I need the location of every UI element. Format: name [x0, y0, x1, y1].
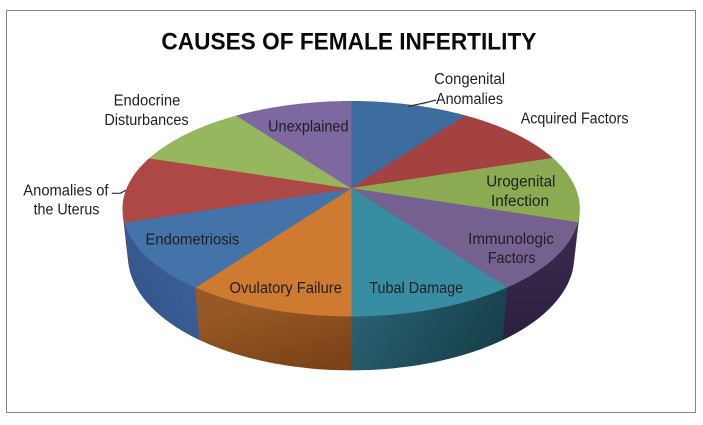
- svg-text:Congenital: Congenital: [434, 71, 505, 88]
- svg-text:Immunologic: Immunologic: [468, 231, 554, 248]
- svg-text:Acquired Factors: Acquired Factors: [521, 111, 629, 128]
- svg-text:CAUSES OF FEMALE INFERTILITY: CAUSES OF FEMALE INFERTILITY: [161, 29, 536, 56]
- svg-text:Infection: Infection: [491, 193, 549, 210]
- svg-text:Factors: Factors: [488, 250, 536, 267]
- svg-text:Tubal Damage: Tubal Damage: [369, 280, 463, 297]
- svg-text:Endometriosis: Endometriosis: [145, 232, 239, 249]
- svg-text:Anomalies: Anomalies: [436, 91, 503, 108]
- svg-text:Urogenital: Urogenital: [486, 173, 555, 190]
- svg-text:Ovulatory Failure: Ovulatory Failure: [229, 280, 342, 297]
- svg-text:Endocrine: Endocrine: [114, 93, 181, 110]
- svg-text:Unexplained: Unexplained: [268, 119, 348, 136]
- svg-text:Anomalies of: Anomalies of: [23, 182, 109, 199]
- svg-text:Disturbances: Disturbances: [104, 112, 189, 129]
- svg-text:the Uterus: the Uterus: [34, 202, 100, 219]
